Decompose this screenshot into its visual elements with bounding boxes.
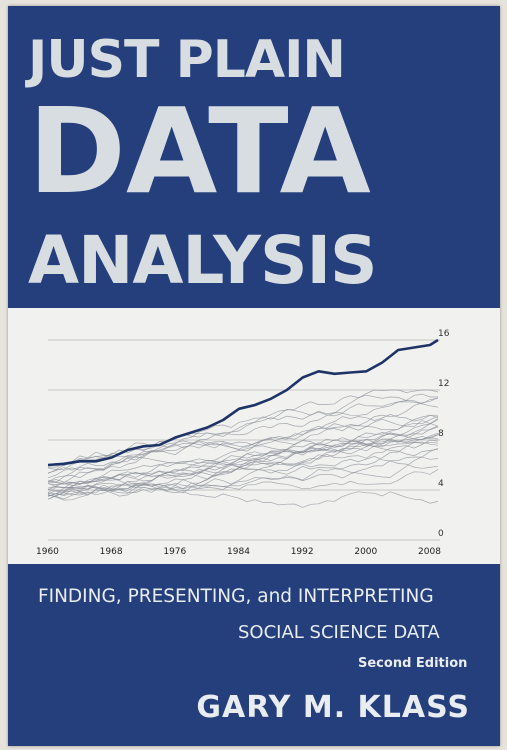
background-series-line xyxy=(47,432,439,486)
background-series-line xyxy=(47,425,439,496)
x-tick-label: 1968 xyxy=(100,547,123,557)
background-series-line xyxy=(47,437,439,494)
background-series-line xyxy=(47,447,439,500)
x-tick-label: 1984 xyxy=(227,547,250,557)
subtitle-line-2: SOCIAL SCIENCE DATA xyxy=(238,622,440,643)
subtitle-line-1: FINDING, PRESENTING, and INTERPRETING xyxy=(38,586,434,607)
book-cover: JUST PLAIN DATA ANALYSIS 0 4 8 12 16 1960 1968… xyxy=(8,6,500,746)
x-tick-label: 2008 xyxy=(418,547,441,557)
y-tick-label: 16 xyxy=(438,329,450,339)
background-series-line xyxy=(48,414,439,468)
background-series-line xyxy=(47,439,439,501)
author-name: GARY M. KLASS xyxy=(196,690,470,725)
background-series-line xyxy=(47,419,439,497)
background-series-line xyxy=(47,438,439,474)
background-series-line xyxy=(47,469,439,500)
x-tick-label: 1976 xyxy=(163,547,186,557)
y-tick-label: 8 xyxy=(438,429,444,439)
background-series-line xyxy=(47,456,439,500)
highlight-series-line xyxy=(47,338,439,467)
x-tick-label: 1960 xyxy=(36,547,59,557)
background-series-line xyxy=(47,389,439,479)
x-tick-label: 2000 xyxy=(354,547,377,557)
title-line-3: ANALYSIS xyxy=(28,222,378,299)
background-series-line xyxy=(47,418,439,483)
background-series-line xyxy=(47,456,439,491)
x-tick-label: 1992 xyxy=(291,547,314,557)
y-tick-label: 4 xyxy=(438,479,444,489)
background-series-line xyxy=(47,415,439,496)
background-series-line xyxy=(47,441,439,485)
y-tick-label: 12 xyxy=(438,379,449,389)
y-tick-label: 0 xyxy=(438,529,444,539)
cover-chart: 0 4 8 12 16 1960 1968 1976 1984 1992 2000 2008 xyxy=(8,308,500,564)
title-line-1: JUST PLAIN xyxy=(28,30,346,90)
background-series-line xyxy=(47,484,439,508)
title-line-2: DATA xyxy=(28,82,371,220)
background-series-line xyxy=(47,401,439,474)
background-series-line xyxy=(47,397,439,491)
cover-chart-svg: 0 4 8 12 16 1960 1968 1976 1984 1992 2000 2008 xyxy=(36,329,450,557)
background-series-line xyxy=(47,414,439,493)
edition-label: Second Edition xyxy=(358,656,468,671)
